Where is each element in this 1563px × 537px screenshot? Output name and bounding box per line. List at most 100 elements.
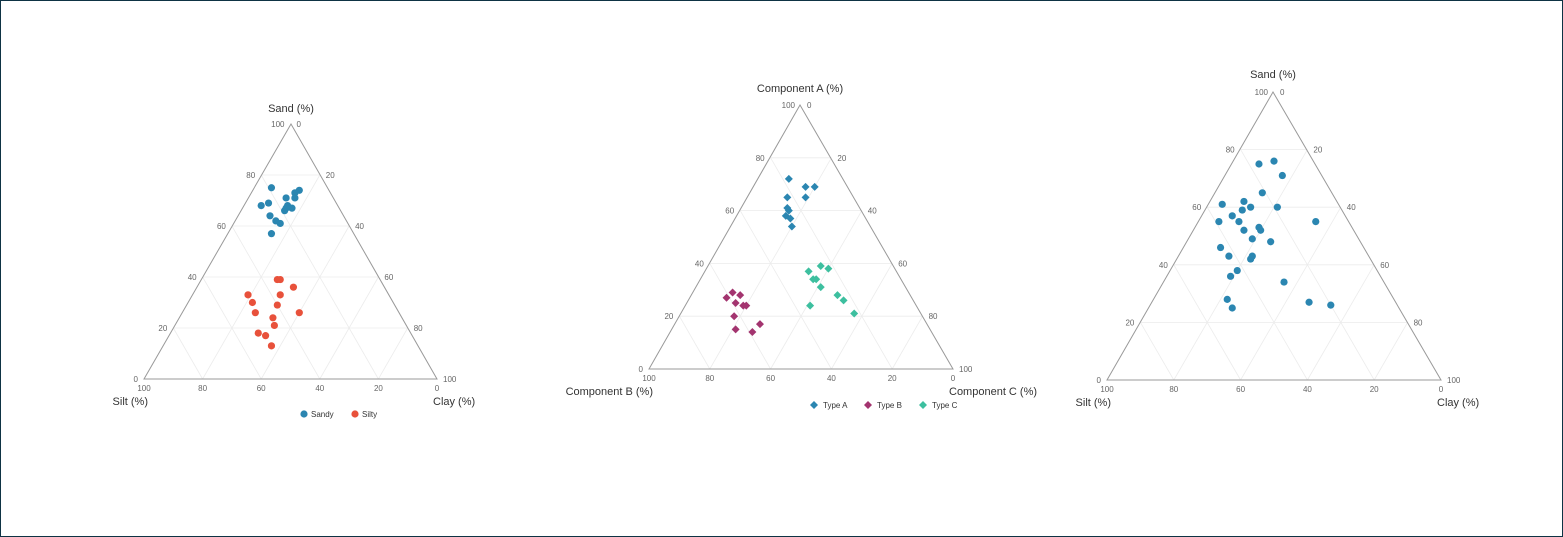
legend-marker: [919, 401, 927, 409]
ternary-frame: [648, 103, 954, 370]
tick-label-left-axis: 0: [951, 374, 956, 383]
data-point: [248, 298, 257, 307]
data-point: [291, 194, 299, 202]
data-point: [1225, 252, 1233, 260]
data-point: [1258, 189, 1266, 197]
legend-marker: [300, 410, 308, 418]
tick-label-right-axis: 40: [355, 222, 364, 231]
grid-line: [202, 276, 262, 380]
data-point: [816, 262, 825, 271]
tick-label-right-axis: 100: [959, 365, 973, 374]
tick-label-right-axis: 80: [1414, 318, 1423, 327]
tick-label-right-axis: 0: [297, 120, 302, 129]
data-point: [833, 291, 842, 300]
data-point: [276, 275, 284, 284]
tick-label-top-axis: 60: [725, 207, 734, 216]
tick-label-right-axis: 100: [1447, 376, 1461, 385]
data-point: [806, 301, 815, 310]
data-point: [1228, 304, 1236, 312]
data-point: [267, 230, 276, 238]
data-point: [810, 182, 819, 191]
tick-label-top-axis: 40: [188, 273, 197, 282]
legend-label: Sandy: [311, 410, 334, 419]
tick-label-right-axis: 100: [443, 375, 457, 384]
data-point: [1270, 157, 1278, 165]
data-point: [784, 174, 793, 183]
tick-label-right-axis: 20: [1313, 146, 1322, 155]
axis-title-left: Silt (%): [1076, 397, 1111, 409]
data-point: [824, 264, 833, 273]
tick-label-left-axis: 100: [1100, 385, 1114, 394]
axis-title-left: Silt (%): [113, 396, 148, 408]
data-point: [264, 199, 273, 207]
tick-label-right-axis: 20: [837, 154, 846, 163]
data-point: [257, 202, 265, 210]
tick-label-right-axis: 80: [414, 324, 423, 333]
ternary-chart-1: 0 0 0 20 20 20 40 40 40 60 60 60 80 80 80 100 100 100 Sand…: [113, 104, 476, 419]
tick-label-right-axis: 0: [1280, 88, 1285, 97]
tick-label-right-axis: 40: [1347, 203, 1356, 212]
tick-label-left-axis: 100: [137, 384, 151, 393]
grid-line: [739, 210, 832, 370]
grid-line: [831, 263, 893, 370]
legend-label: Silty: [362, 410, 377, 419]
legend: Sandy Silty: [300, 410, 377, 419]
tick-label-top-axis: 0: [1097, 376, 1102, 385]
grid-line: [378, 327, 409, 380]
tick-label-right-axis: 0: [807, 101, 812, 110]
data-point: [1233, 266, 1241, 275]
tick-label-left-axis: 60: [1236, 385, 1245, 394]
tick-label-top-axis: 40: [1159, 261, 1168, 270]
tick-label-left-axis: 40: [315, 384, 324, 393]
data-point: [1218, 200, 1226, 208]
data-point: [730, 312, 739, 321]
grid-line: [260, 225, 350, 380]
series-silty: [244, 275, 303, 350]
tick-label-top-axis: 80: [246, 171, 255, 180]
data-point: [736, 291, 745, 300]
axis-title-left: Component B (%): [566, 386, 653, 398]
data-point: [748, 328, 757, 337]
tick-label-left-axis: 60: [766, 374, 775, 383]
data-point: [251, 309, 259, 317]
tick-label-top-axis: 20: [1125, 318, 1134, 327]
axis-title-top: Component A (%): [757, 83, 843, 95]
ternary-frame: [143, 122, 438, 380]
legend-marker: [351, 410, 359, 418]
tick-label-top-axis: 0: [134, 375, 139, 384]
data-point: [1216, 243, 1225, 252]
ternary-chart-2: 0 0 0 20 20 20 40 40 40 60 60 60 80 80 80 100 100 100 Comp…: [566, 83, 1037, 410]
data-point: [1312, 218, 1320, 226]
tick-label-left-axis: 60: [257, 384, 266, 393]
data-point: [254, 329, 262, 337]
legend-label: Type A: [823, 401, 848, 410]
series-type-c: [804, 262, 859, 318]
data-point: [269, 314, 277, 322]
grid-line: [1206, 206, 1308, 381]
data-point: [755, 320, 764, 329]
data-point: [1228, 212, 1236, 220]
data-point: [261, 332, 270, 340]
tick-label-top-axis: 80: [1226, 146, 1235, 155]
series-sandy: [257, 184, 303, 238]
grid-line: [319, 276, 379, 380]
tick-label-right-axis: 60: [1380, 261, 1389, 270]
data-point: [288, 204, 296, 212]
grid-line: [172, 327, 203, 380]
data-point: [276, 219, 284, 228]
grid-line: [1173, 264, 1241, 381]
series-1: [1215, 157, 1335, 312]
data-point: [1278, 171, 1286, 180]
grid-line: [891, 316, 923, 370]
tick-label-right-axis: 40: [868, 207, 877, 216]
tick-label-top-axis: 100: [782, 101, 796, 110]
tick-label-left-axis: 0: [435, 384, 440, 393]
tick-label-top-axis: 100: [271, 120, 285, 129]
data-point: [722, 293, 731, 302]
tick-label-left-axis: 40: [1303, 385, 1312, 394]
data-point: [1273, 203, 1281, 211]
tick-label-top-axis: 80: [756, 154, 765, 163]
grid-line: [770, 210, 863, 370]
